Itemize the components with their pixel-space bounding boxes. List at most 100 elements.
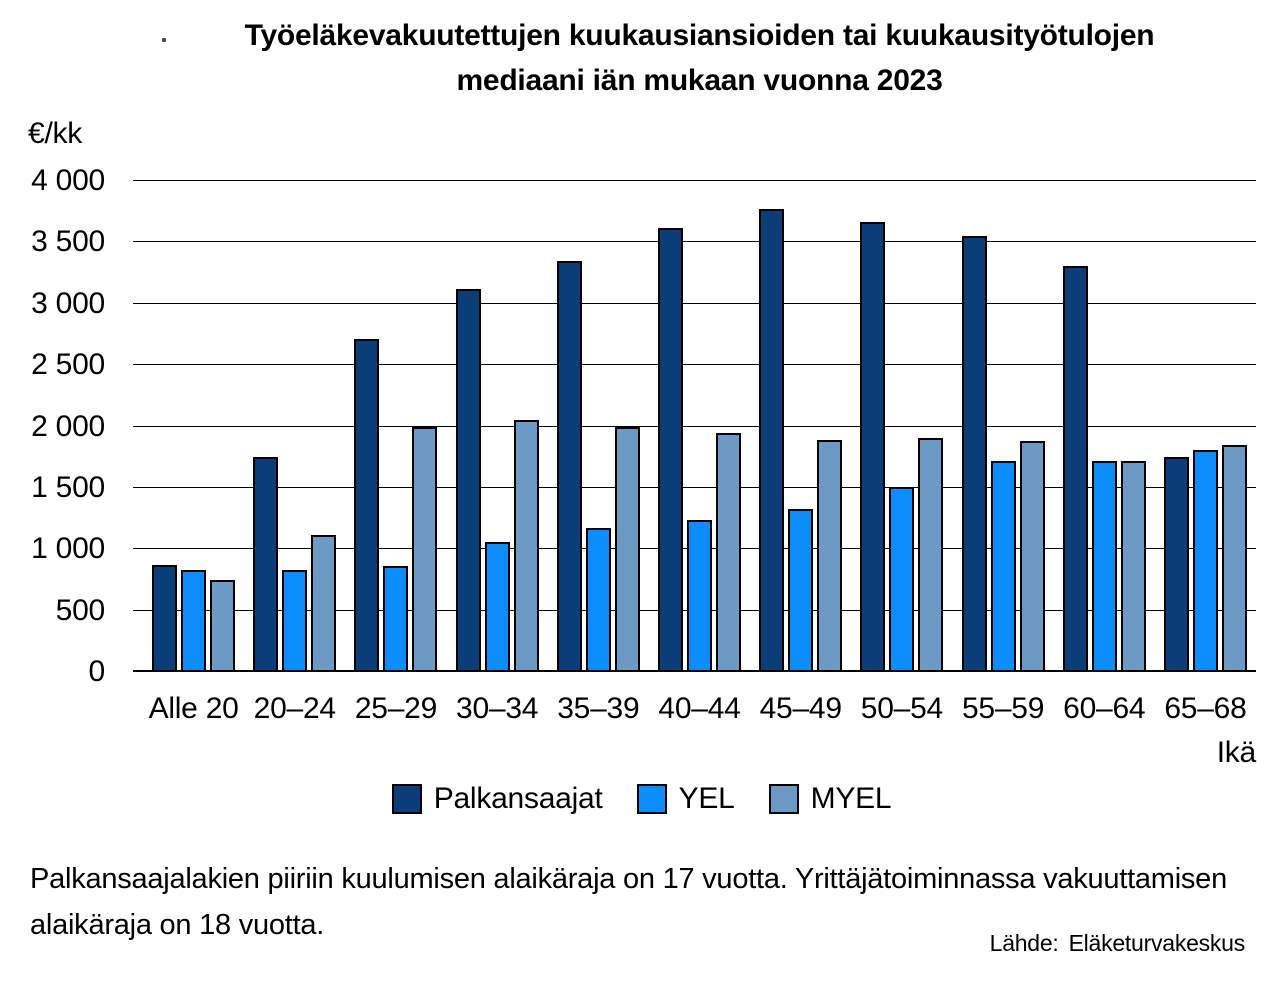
bar-yel-65-68 — [1192, 449, 1218, 672]
x-tick-label-55-59: 55–59 — [961, 692, 1045, 725]
y-tick-label-1000: 1 000 — [31, 532, 105, 566]
bar-yel-alle-20 — [181, 570, 207, 672]
chart-title: Työeläkevakuutettujen kuukausiansioiden … — [143, 13, 1256, 103]
bar-group-45-49 — [750, 181, 851, 672]
legend-label-myel: MYEL — [810, 782, 892, 815]
gridline-1500 — [143, 486, 1256, 488]
y-tick-1000 — [133, 548, 143, 550]
chart-title-line1: Työeläkevakuutettujen kuukausiansioiden … — [244, 19, 1155, 52]
gridline-2000 — [143, 425, 1256, 427]
y-tick-label-500: 500 — [55, 593, 106, 627]
chart-title-line2: mediaani iän mukaan vuonna 2023 — [456, 64, 943, 97]
bar-group-alle-20 — [143, 181, 244, 672]
legend-swatch-myel — [768, 784, 799, 814]
y-tick-2000 — [133, 425, 143, 427]
legend-swatch-yel — [636, 784, 667, 814]
bar-myel-alle-20 — [210, 579, 236, 672]
bar-group-55-59 — [953, 181, 1054, 672]
bar-palkansaajat-45-49 — [759, 209, 785, 672]
x-tick-label-20-24: 20–24 — [253, 692, 336, 725]
bar-myel-55-59 — [1019, 441, 1045, 672]
legend-label-yel: YEL — [678, 782, 735, 815]
y-tick-label-3000: 3 000 — [31, 286, 105, 320]
bar-yel-20-24 — [282, 570, 308, 672]
legend-item-yel: YEL — [636, 782, 735, 816]
bar-palkansaajat-60-64 — [1062, 265, 1088, 672]
y-tick-label-2500: 2 500 — [31, 348, 105, 382]
bar-myel-65-68 — [1221, 444, 1247, 672]
bar-myel-25-29 — [412, 426, 438, 672]
stray-dot-mark — [162, 38, 166, 42]
bar-palkansaajat-30-34 — [455, 289, 481, 672]
bar-myel-45-49 — [817, 440, 843, 672]
bar-yel-40-44 — [687, 519, 713, 672]
x-tick-label-35-39: 35–39 — [557, 692, 640, 725]
bar-palkansaajat-40-44 — [658, 227, 684, 672]
y-tick-label-3500: 3 500 — [31, 225, 105, 259]
bar-myel-20-24 — [311, 534, 337, 672]
gridline-3500 — [143, 241, 1256, 243]
bar-myel-35-39 — [614, 426, 640, 672]
legend-swatch-palkansaajat — [391, 784, 422, 814]
bar-palkansaajat-25-29 — [354, 339, 380, 672]
legend-item-myel: MYEL — [768, 782, 892, 816]
bar-myel-40-44 — [716, 432, 742, 672]
y-tick-label-0: 0 — [88, 655, 106, 688]
bar-yel-35-39 — [585, 528, 611, 672]
bar-group-60-64 — [1054, 181, 1155, 672]
bar-palkansaajat-65-68 — [1163, 457, 1189, 672]
source-label: Lähde: — [989, 930, 1059, 956]
bar-yel-60-64 — [1091, 460, 1117, 672]
x-tick-label-50-54: 50–54 — [860, 692, 944, 725]
gridline-4000 — [143, 180, 1256, 181]
y-tick-3000 — [133, 302, 143, 304]
y-tick-500 — [133, 609, 143, 611]
bar-myel-30-34 — [513, 420, 539, 672]
y-tick-3500 — [133, 241, 143, 243]
bar-palkansaajat-alle-20 — [152, 565, 178, 672]
y-tick-label-2000: 2 000 — [31, 409, 105, 443]
y-axis-unit-label: €/kk — [28, 117, 83, 150]
x-axis-title: Ikä — [1216, 736, 1257, 769]
bar-group-40-44 — [649, 181, 750, 672]
bar-group-20-24 — [244, 181, 345, 672]
x-tick-label-alle-20: Alle 20 — [148, 692, 239, 725]
chart-legend: Palkansaajat YEL MYEL — [0, 782, 1283, 816]
gridline-3000 — [143, 302, 1256, 304]
y-tick-1500 — [133, 486, 143, 488]
x-tick-label-60-64: 60–64 — [1063, 692, 1146, 725]
footnote-text: Palkansaajalakien piiriin kuulumisen ala… — [30, 863, 1227, 941]
bar-yel-25-29 — [383, 566, 409, 672]
bar-groups — [143, 181, 1256, 672]
bar-group-65-68 — [1155, 181, 1256, 672]
y-tick-4000 — [133, 180, 143, 181]
legend-item-palkansaajat: Palkansaajat — [391, 782, 603, 816]
y-tick-label-4000: 4 000 — [31, 164, 105, 197]
bar-myel-60-64 — [1120, 460, 1146, 672]
bar-palkansaajat-35-39 — [556, 260, 582, 672]
x-tick-label-30-34: 30–34 — [456, 692, 539, 725]
legend-label-palkansaajat: Palkansaajat — [433, 782, 603, 815]
x-tick-label-25-29: 25–29 — [354, 692, 438, 725]
y-tick-label-1500: 1 500 — [31, 470, 105, 504]
bar-group-25-29 — [345, 181, 446, 672]
plot-area — [133, 180, 1256, 672]
gridline-2500 — [143, 364, 1256, 366]
bar-group-50-54 — [851, 181, 952, 672]
x-tick-label-45-49: 45–49 — [759, 692, 842, 725]
x-tick-label-65-68: 65–68 — [1164, 692, 1247, 725]
bar-yel-45-49 — [788, 508, 814, 672]
source-line: Lähde: Eläketurvakeskus — [989, 930, 1246, 957]
y-tick-2500 — [133, 364, 143, 366]
bar-yel-55-59 — [990, 460, 1016, 672]
x-axis-tick-labels: Alle 20 20–24 25–29 30–34 35–39 40–44 45–49 50–… — [143, 692, 1256, 726]
bar-yel-30-34 — [484, 541, 510, 672]
bar-palkansaajat-55-59 — [961, 236, 987, 672]
source-value: Eläketurvakeskus — [1068, 930, 1246, 956]
bar-yel-50-54 — [889, 486, 915, 672]
bar-group-35-39 — [548, 181, 649, 672]
bar-myel-50-54 — [918, 437, 944, 672]
bar-palkansaajat-50-54 — [860, 221, 886, 672]
x-tick-label-40-44: 40–44 — [658, 692, 741, 725]
